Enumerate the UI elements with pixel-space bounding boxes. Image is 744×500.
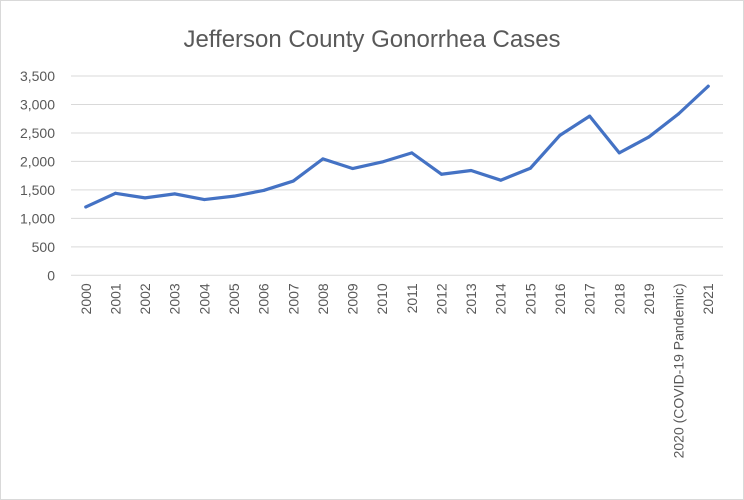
x-tick-label: 2007 — [285, 283, 301, 314]
x-tick-label: 2015 — [522, 283, 538, 314]
series-line — [84, 84, 710, 209]
y-tick-label: 3,500 — [20, 68, 55, 84]
data-point — [439, 172, 443, 176]
x-tick-label: 2009 — [345, 283, 361, 314]
data-point — [499, 178, 503, 182]
y-tick-label: 3,000 — [20, 96, 55, 112]
data-point — [528, 166, 532, 170]
data-point — [321, 157, 325, 161]
x-tick-label: 2004 — [196, 283, 212, 314]
x-tick-label: 2011 — [404, 283, 420, 313]
data-point — [143, 196, 147, 200]
data-point — [558, 133, 562, 137]
chart-title: Jefferson County Gonorrhea Cases — [183, 26, 560, 53]
data-point — [588, 114, 592, 118]
x-tick-label: 2012 — [433, 283, 449, 314]
data-point — [173, 192, 177, 196]
data-point — [351, 167, 355, 171]
data-point — [410, 151, 414, 155]
x-tick-label: 2016 — [552, 283, 568, 314]
x-tick-label: 2019 — [641, 283, 657, 314]
data-point — [84, 205, 88, 209]
data-point — [706, 84, 710, 88]
x-tick-label: 2013 — [463, 283, 479, 314]
data-point — [380, 160, 384, 164]
x-tick-label: 2003 — [167, 283, 183, 314]
data-point — [469, 169, 473, 173]
x-tick-label: 2021 — [700, 283, 716, 314]
x-tick-label: 2017 — [582, 283, 598, 314]
x-tick-label: 2008 — [315, 283, 331, 314]
x-tick-label: 2001 — [107, 283, 123, 314]
data-point — [677, 112, 681, 116]
data-point — [291, 179, 295, 183]
y-tick-label: 1,000 — [20, 210, 55, 226]
x-tick-label: 2000 — [78, 283, 94, 314]
y-tick-label: 500 — [32, 239, 56, 255]
x-tick-label: 2018 — [611, 283, 627, 314]
data-point — [232, 194, 236, 198]
y-tick-label: 2,000 — [20, 153, 55, 169]
x-tick-label: 2006 — [256, 283, 272, 314]
y-tick-label: 0 — [47, 267, 55, 283]
data-point — [617, 151, 621, 155]
data-point — [113, 191, 117, 195]
x-tick-label: 2002 — [137, 283, 153, 314]
x-tick-label: 2010 — [374, 283, 390, 314]
data-point — [202, 198, 206, 202]
x-tick-label: 2020 (COVID-19 Pandemic) — [671, 283, 687, 458]
data-point — [647, 135, 651, 139]
data-point — [262, 188, 266, 192]
y-tick-label: 1,500 — [20, 182, 55, 198]
y-tick-label: 2,500 — [20, 125, 55, 141]
x-tick-label: 2014 — [493, 283, 509, 314]
x-tick-label: 2005 — [226, 283, 242, 314]
